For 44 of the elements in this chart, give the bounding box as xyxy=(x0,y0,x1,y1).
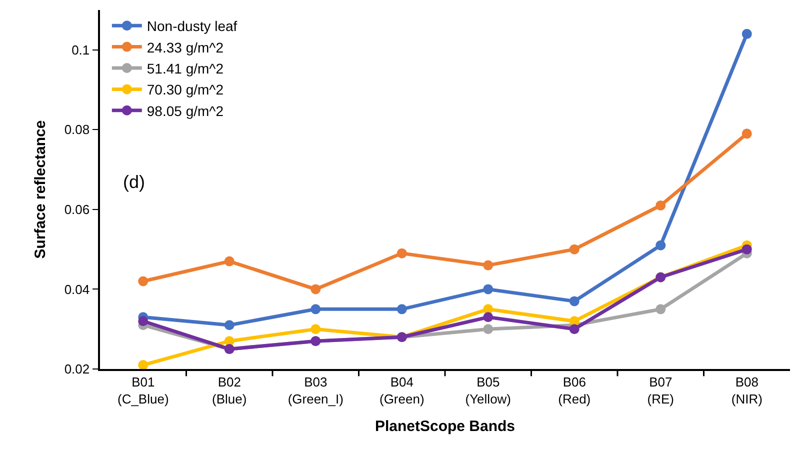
x-axis-title: PlanetScope Bands xyxy=(374,418,516,435)
point xyxy=(742,128,752,139)
x-tick-label: B05 (Yellow) xyxy=(465,374,512,406)
legend-label: 70.30 g/m^2 xyxy=(146,82,224,98)
point xyxy=(483,312,494,322)
point xyxy=(138,316,148,326)
x-tick-label: B02 (Blue) xyxy=(212,374,247,406)
y-tick-label: 0.1 xyxy=(72,42,90,58)
point xyxy=(656,240,666,250)
x-tick-label: B04 (Green) xyxy=(379,374,424,406)
legend-label: Non-dusty leaf xyxy=(146,18,238,34)
legend-label: 51.41 g/m^2 xyxy=(146,60,224,76)
point xyxy=(138,360,148,369)
x-tick-label: B06 (Red) xyxy=(558,374,591,406)
y-tick-label: 0.08 xyxy=(64,122,90,138)
point xyxy=(483,284,494,294)
x-tick-label: B03 (Green_I) xyxy=(288,374,344,406)
point xyxy=(742,28,752,39)
point xyxy=(396,248,407,258)
point xyxy=(483,260,494,270)
point xyxy=(569,324,580,334)
point xyxy=(656,200,666,210)
y-tick-label: 0.02 xyxy=(64,362,90,377)
point xyxy=(310,304,321,314)
point xyxy=(138,276,148,286)
annotation: (d) xyxy=(123,172,145,192)
x-tick-label: B08 (NIR) xyxy=(731,374,762,406)
point xyxy=(310,324,321,334)
x-tick-label: B07 (RE) xyxy=(647,374,674,406)
y-tick-label: 0.06 xyxy=(64,202,90,217)
point xyxy=(396,304,407,314)
point xyxy=(742,244,752,254)
point xyxy=(569,244,580,254)
point xyxy=(224,256,234,266)
point xyxy=(483,324,494,334)
point xyxy=(569,296,580,306)
x-tick-label: B01 (C_Blue) xyxy=(117,374,169,406)
y-axis-title: Surface reflectance xyxy=(32,120,50,259)
point xyxy=(310,284,321,294)
point xyxy=(656,304,666,314)
point xyxy=(224,320,234,330)
legend-label: 24.33 g/m^2 xyxy=(146,39,224,56)
y-tick-label: 0.04 xyxy=(64,282,90,297)
legend-label: 98.05 g/m^2 xyxy=(146,102,224,119)
